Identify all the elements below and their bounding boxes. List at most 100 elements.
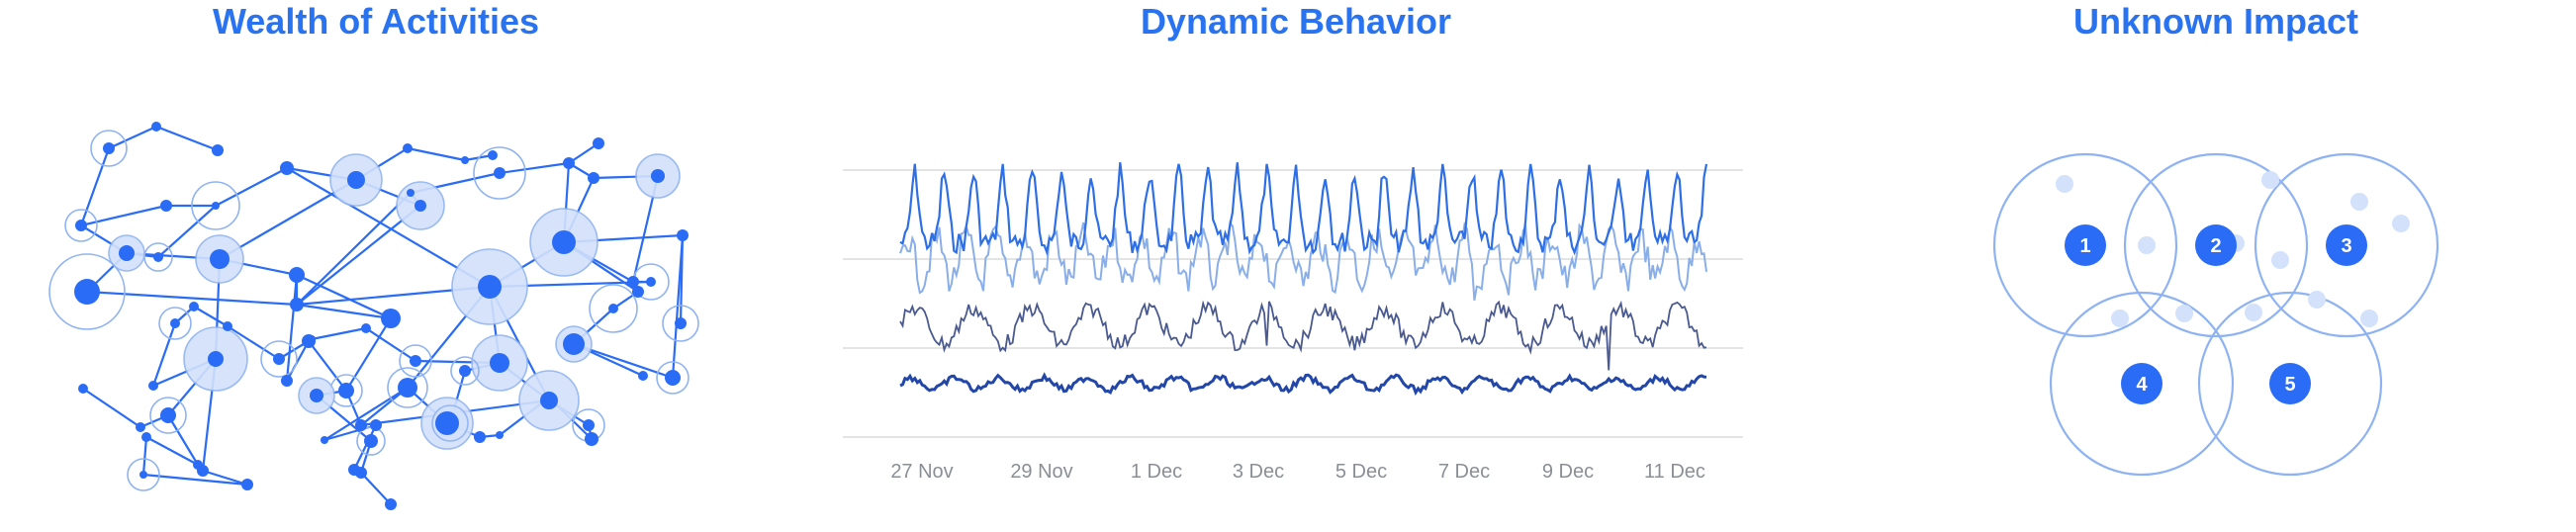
network-node bbox=[646, 277, 656, 287]
network-halo bbox=[450, 356, 480, 386]
network-edge bbox=[296, 192, 412, 306]
x-tick-label: 7 Dec bbox=[1438, 461, 1490, 483]
series-line bbox=[899, 300, 1707, 371]
network-node bbox=[153, 252, 163, 262]
network-node bbox=[544, 393, 554, 402]
network-node bbox=[170, 318, 180, 328]
network-node bbox=[665, 370, 681, 386]
network-edge bbox=[82, 388, 141, 428]
network-edge bbox=[296, 303, 392, 320]
network-edge bbox=[499, 161, 570, 175]
scatter-dot bbox=[2245, 304, 2262, 321]
network-node bbox=[348, 464, 360, 476]
network-edge bbox=[286, 167, 491, 288]
network-node bbox=[302, 334, 316, 348]
network-edge bbox=[286, 340, 310, 382]
network-edge bbox=[80, 204, 167, 227]
network-edge bbox=[360, 387, 409, 426]
circle-badge bbox=[2121, 363, 2162, 404]
network-node bbox=[488, 150, 498, 160]
network-node bbox=[563, 157, 575, 169]
scatter-dot bbox=[2175, 305, 2193, 322]
network-halo bbox=[399, 344, 432, 378]
network-node bbox=[385, 498, 397, 510]
network-node bbox=[103, 142, 115, 154]
overlap-circle bbox=[2197, 291, 2383, 477]
network-edge bbox=[308, 340, 347, 392]
network-node bbox=[347, 171, 365, 189]
network-node bbox=[136, 422, 145, 432]
x-tick-label: 5 Dec bbox=[1335, 461, 1387, 483]
network-node bbox=[189, 302, 199, 311]
network-node bbox=[75, 220, 87, 231]
network-node bbox=[563, 333, 585, 355]
network-node bbox=[585, 432, 598, 446]
network-edge bbox=[365, 327, 416, 362]
network-node bbox=[474, 431, 486, 443]
network-node bbox=[593, 137, 604, 149]
network-node bbox=[608, 304, 618, 313]
network-halo bbox=[64, 209, 98, 242]
timeseries-title: Dynamic Behavior bbox=[1140, 1, 1452, 42]
network-node bbox=[496, 431, 504, 439]
series-line bbox=[899, 372, 1707, 397]
network-node bbox=[338, 383, 354, 399]
network-halo bbox=[158, 307, 192, 340]
network-node bbox=[290, 298, 304, 311]
network-node bbox=[212, 144, 224, 156]
network-node bbox=[321, 436, 328, 444]
network-panel: Wealth of Activities bbox=[0, 0, 752, 532]
network-node bbox=[355, 419, 367, 431]
network-node bbox=[381, 309, 401, 328]
network-node bbox=[212, 202, 220, 210]
network-node bbox=[78, 384, 88, 394]
network-graph bbox=[48, 122, 699, 510]
network-node bbox=[141, 432, 151, 442]
network-halo bbox=[473, 146, 526, 200]
overlap-circles: 1 2 3 4 5 bbox=[1992, 152, 2439, 477]
network-edge bbox=[145, 436, 199, 466]
x-tick-label: 1 Dec bbox=[1131, 461, 1182, 483]
network-edge bbox=[296, 274, 392, 319]
overlap-circle bbox=[2123, 152, 2309, 338]
network-edge bbox=[108, 126, 157, 149]
network-edge bbox=[323, 387, 409, 441]
network-node bbox=[370, 419, 382, 431]
overlap-circle bbox=[2049, 291, 2235, 477]
network-node bbox=[273, 353, 285, 365]
scatter-dot bbox=[2111, 310, 2129, 327]
scatter-dot bbox=[2261, 171, 2279, 189]
network-edge bbox=[86, 290, 298, 307]
network-edge bbox=[141, 436, 148, 476]
network-edge bbox=[79, 147, 111, 226]
x-tick-label: 27 Nov bbox=[890, 461, 953, 483]
network-edge bbox=[215, 167, 288, 207]
network-edge bbox=[227, 325, 280, 360]
scatter-dot bbox=[2350, 193, 2368, 211]
network-edge bbox=[285, 274, 299, 382]
network-edge bbox=[151, 322, 177, 387]
network-node bbox=[414, 200, 426, 212]
network-title: Wealth of Activities bbox=[212, 1, 540, 42]
network-halo bbox=[589, 284, 638, 333]
x-tick-label: 3 Dec bbox=[1233, 461, 1284, 483]
circle-badge bbox=[2065, 224, 2106, 266]
scatter-dot bbox=[2056, 175, 2073, 193]
network-halo bbox=[149, 397, 187, 434]
network-edge bbox=[155, 125, 219, 152]
circle-number: 5 bbox=[2284, 374, 2295, 396]
circle-number: 1 bbox=[2079, 235, 2090, 257]
network-edge bbox=[167, 414, 199, 466]
network-node bbox=[210, 249, 230, 269]
network-node bbox=[364, 434, 378, 448]
network-node bbox=[139, 471, 147, 479]
overlap-circle bbox=[2254, 152, 2439, 338]
circle-number: 2 bbox=[2210, 235, 2221, 257]
network-edge bbox=[193, 306, 229, 327]
network-node bbox=[223, 321, 232, 331]
network-edge bbox=[157, 205, 217, 258]
scatter-dot bbox=[2138, 236, 2156, 254]
network-node bbox=[478, 275, 502, 299]
network-node bbox=[241, 479, 253, 490]
network-node bbox=[361, 323, 371, 333]
